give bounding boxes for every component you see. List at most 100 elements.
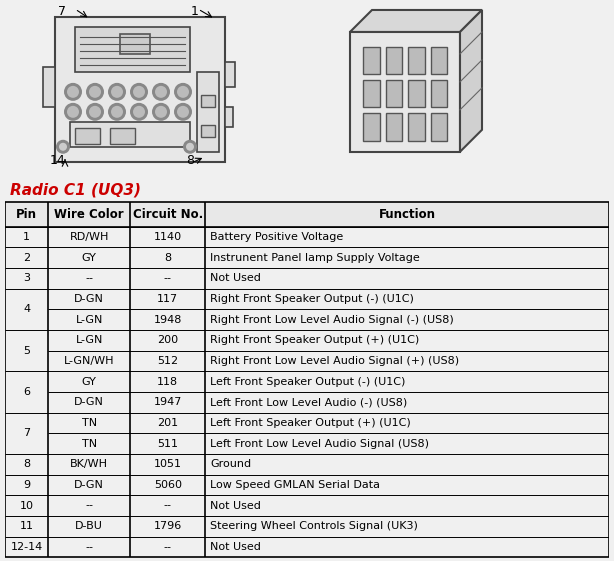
Text: L-GN: L-GN [76,335,103,345]
Text: L-GN/WH: L-GN/WH [64,356,114,366]
Circle shape [130,83,148,101]
Bar [350,32,460,152]
Text: 1947: 1947 [154,397,182,407]
Circle shape [133,106,145,118]
Text: 8: 8 [23,459,30,469]
Text: Radio C1 (UQ3): Radio C1 (UQ3) [10,182,141,197]
Circle shape [174,83,192,101]
Text: 511: 511 [157,439,178,449]
Bar [408,47,424,74]
Text: D-GN: D-GN [74,480,104,490]
Text: RD/WH: RD/WH [69,232,109,242]
Text: D-GN: D-GN [74,294,104,304]
Bar [75,128,100,144]
Bar [363,80,379,108]
Bar [55,17,225,162]
Text: 2: 2 [23,252,30,263]
Circle shape [152,103,170,121]
Text: Battery Positive Voltage: Battery Positive Voltage [211,232,344,242]
Circle shape [64,103,82,121]
Bar [70,122,190,147]
Text: GY: GY [82,252,96,263]
Text: GY: GY [82,376,96,387]
Circle shape [186,142,194,151]
Text: 7: 7 [23,428,30,438]
Text: Not Used: Not Used [211,273,261,283]
Text: 5: 5 [23,346,30,356]
Bar [363,47,379,74]
Text: 8: 8 [186,154,194,167]
Text: Right Front Speaker Output (+) (U1C): Right Front Speaker Output (+) (U1C) [211,335,419,345]
Circle shape [59,142,67,151]
Text: Low Speed GMLAN Serial Data: Low Speed GMLAN Serial Data [211,480,380,490]
Circle shape [111,106,123,118]
Text: Left Front Speaker Output (-) (U1C): Left Front Speaker Output (-) (U1C) [211,376,406,387]
Text: Right Front Low Level Audio Signal (-) (US8): Right Front Low Level Audio Signal (-) (… [211,315,454,325]
Bar [363,113,379,141]
Circle shape [86,83,104,101]
Text: 11: 11 [20,521,34,531]
Text: 200: 200 [157,335,178,345]
Bar [408,113,424,141]
Text: Left Front Low Level Audio Signal (US8): Left Front Low Level Audio Signal (US8) [211,439,429,449]
Text: --: -- [85,273,93,283]
Bar [110,128,135,144]
Text: Wire Color: Wire Color [55,208,124,220]
Circle shape [177,86,189,98]
Text: 1051: 1051 [154,459,182,469]
Text: Steering Wheel Controls Signal (UK3): Steering Wheel Controls Signal (UK3) [211,521,418,531]
Text: 1796: 1796 [154,521,182,531]
Text: 118: 118 [157,376,178,387]
Text: Instrunent Panel lamp Supply Voltage: Instrunent Panel lamp Supply Voltage [211,252,420,263]
Text: 8: 8 [164,252,171,263]
Bar [386,80,402,108]
Text: 1: 1 [23,232,30,242]
Circle shape [111,86,123,98]
Text: --: -- [164,542,172,552]
Text: 4: 4 [23,304,30,314]
Circle shape [174,103,192,121]
Bar [386,113,402,141]
Bar [5,202,609,227]
Polygon shape [350,10,482,32]
Text: BK/WH: BK/WH [70,459,108,469]
Text: 9: 9 [23,480,30,490]
Text: TN: TN [82,418,97,428]
Circle shape [152,83,170,101]
Text: Not Used: Not Used [211,500,261,511]
Circle shape [133,86,145,98]
Circle shape [183,140,197,154]
Text: Right Front Speaker Output (-) (U1C): Right Front Speaker Output (-) (U1C) [211,294,414,304]
Circle shape [67,86,79,98]
Text: 201: 201 [157,418,178,428]
Text: --: -- [164,500,172,511]
Circle shape [108,103,126,121]
Bar [197,72,219,152]
Text: TN: TN [82,439,97,449]
Text: --: -- [164,273,172,283]
Text: 117: 117 [157,294,178,304]
Bar [430,47,447,74]
Text: D-BU: D-BU [76,521,103,531]
Bar [201,95,215,107]
Circle shape [130,103,148,121]
Circle shape [177,106,189,118]
Text: 14: 14 [50,154,66,167]
Bar [120,34,150,54]
Bar [43,67,55,107]
Text: 7: 7 [58,5,66,18]
Text: 512: 512 [157,356,178,366]
Circle shape [89,86,101,98]
Text: Function: Function [379,208,436,220]
Text: 1: 1 [191,5,199,18]
Text: Ground: Ground [211,459,252,469]
Bar [75,27,190,72]
Text: 1948: 1948 [154,315,182,325]
Circle shape [64,83,82,101]
Circle shape [56,140,70,154]
Circle shape [155,86,167,98]
Bar [430,113,447,141]
Text: Not Used: Not Used [211,542,261,552]
Text: 6: 6 [23,387,30,397]
Text: Circuit No.: Circuit No. [133,208,203,220]
